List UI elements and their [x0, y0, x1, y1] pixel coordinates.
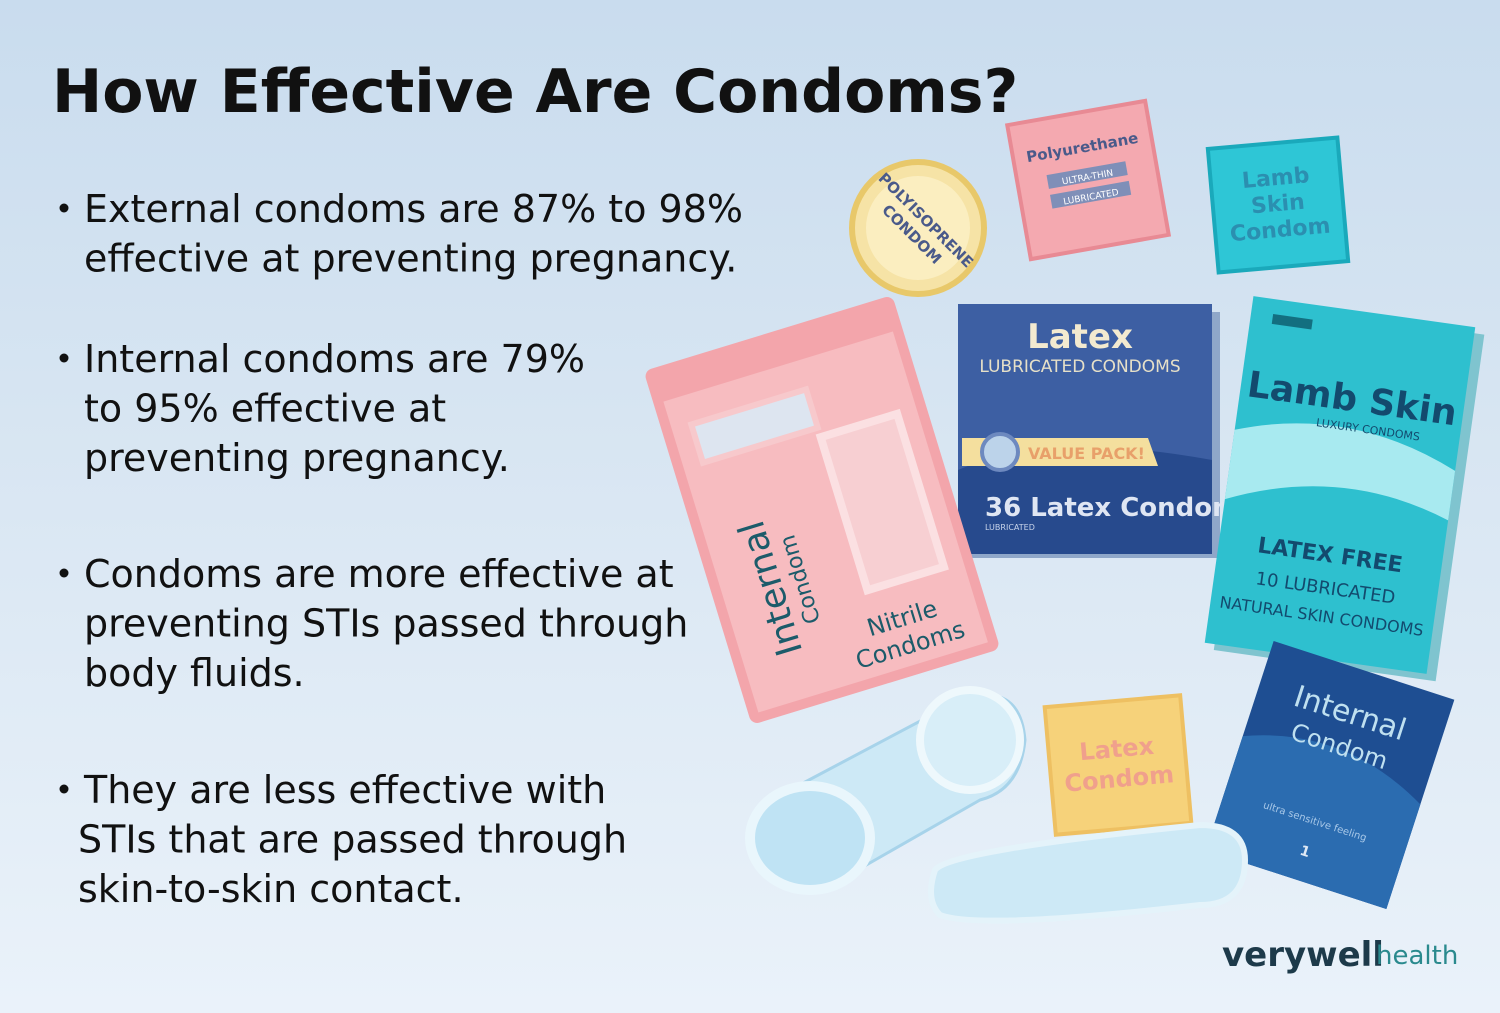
- box-count: 1: [1298, 843, 1312, 861]
- internal-box: Internal Condom ultra sensitive feeling …: [1205, 641, 1455, 909]
- bullet-text: Internal condoms are 79%: [84, 337, 585, 381]
- badge-label: VALUE PACK!: [1028, 444, 1145, 463]
- box-tab: [1271, 314, 1313, 330]
- bullet-dot: [59, 203, 69, 213]
- bullet-text: STIs that are passed through: [78, 818, 627, 862]
- box-subtitle: LUBRICATED CONDOMS: [979, 357, 1180, 377]
- box-wave: [1224, 423, 1456, 521]
- bullet-text: preventing STIs passed through: [84, 602, 688, 646]
- bullet-text: to 95% effective at: [84, 387, 446, 431]
- polyurethane-packet: Polyurethane ULTRA-THIN LUBRICATED: [1004, 98, 1172, 262]
- bullet-text: External condoms are 87% to 98%: [84, 187, 743, 231]
- pouch-window: [687, 385, 822, 467]
- lamb-skin-packet: Lamb Skin Condom: [1205, 135, 1351, 275]
- latex-packet: Latex Condom: [1042, 693, 1194, 837]
- logo-brand: verywell: [1222, 935, 1384, 975]
- bullet-text: body fluids.: [84, 651, 305, 695]
- badge-seal: [980, 432, 1020, 472]
- bullet-text: Condoms are more effective at: [84, 552, 674, 596]
- packet-shape: [1042, 693, 1194, 837]
- condom-ring: [916, 686, 1024, 794]
- condom-body: [928, 821, 1249, 924]
- latex-box: Latex LUBRICATED CONDOMS VALUE PACK! 36 …: [958, 304, 1255, 558]
- tag: [1046, 161, 1128, 189]
- packet-label: Lamb: [1241, 163, 1310, 194]
- box-note: LUBRICATED: [985, 523, 1035, 532]
- internal-pouch: Internal Condom Nitrile Condoms: [645, 297, 999, 723]
- bullet-text: skin-to-skin contact.: [78, 867, 464, 911]
- pouch-window: [815, 408, 949, 596]
- lamb-skin-box: Lamb Skin LUXURY CONDOMS LATEX FREE 10 L…: [1204, 296, 1485, 682]
- bullet-list: External condoms are 87% to 98% effective…: [59, 187, 743, 911]
- polyisoprene-packet: POLYISOPRENE CONDOM: [849, 159, 987, 297]
- packet-label: Skin: [1250, 190, 1306, 220]
- packet-inner: [866, 176, 970, 280]
- packet-label: Latex: [1078, 732, 1155, 766]
- bullet-text: They are less effective with: [83, 768, 606, 812]
- packet-shape: [1205, 135, 1351, 275]
- condoms-unwrapped: [745, 686, 1249, 924]
- box-count: 36 Latex Condoms: [985, 493, 1255, 523]
- box-wave: [958, 447, 1212, 554]
- title: How Effective Are Condoms?: [52, 57, 1018, 127]
- bullet-dot: [59, 568, 69, 578]
- condom-ring: [745, 781, 875, 895]
- box-brand: Latex: [1027, 317, 1133, 357]
- bullet-text: preventing pregnancy.: [84, 436, 510, 480]
- box-wave: [1205, 735, 1421, 909]
- bullet-dot: [59, 784, 69, 794]
- bullet-dot: [59, 353, 69, 363]
- logo-sub: health: [1376, 941, 1458, 971]
- bullet-text: effective at preventing pregnancy.: [84, 237, 737, 281]
- tag: [1049, 180, 1132, 209]
